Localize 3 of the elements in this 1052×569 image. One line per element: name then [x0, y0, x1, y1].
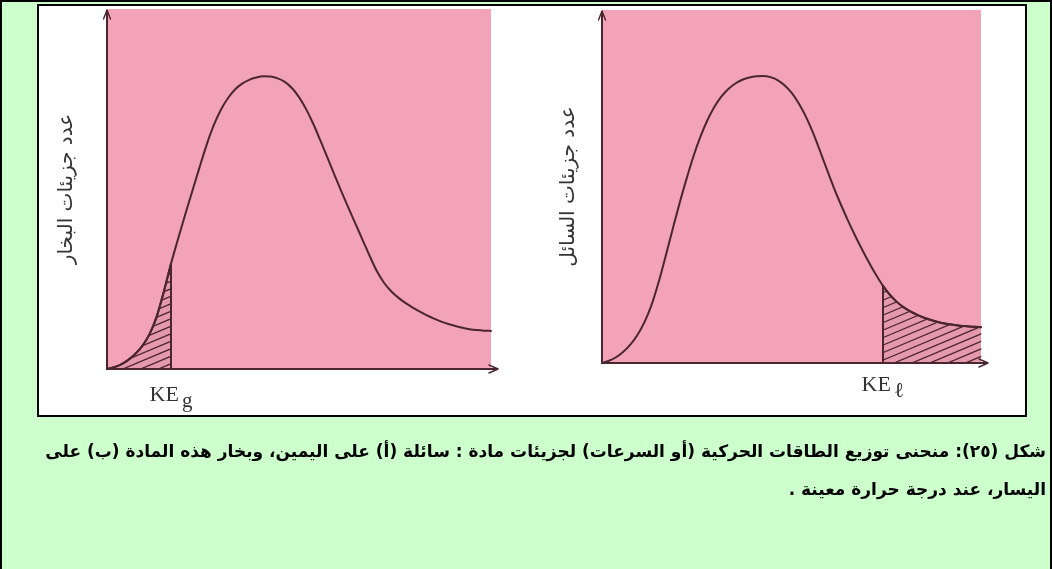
- text: شكل (٢٥): منحنى توزيع الطاقات الحركية (أو السرعات) لجزيئات مادة : سائلة (أ) على اليمين، وبخار هذه المادة (ب) على اليسار، عند درجة حرارة معينة .: [44, 439, 1046, 502]
- y-axis-title: عدد جزيئات البخار: [53, 113, 78, 266]
- y-axis-title: عدد جزيئات السائل: [555, 106, 580, 267]
